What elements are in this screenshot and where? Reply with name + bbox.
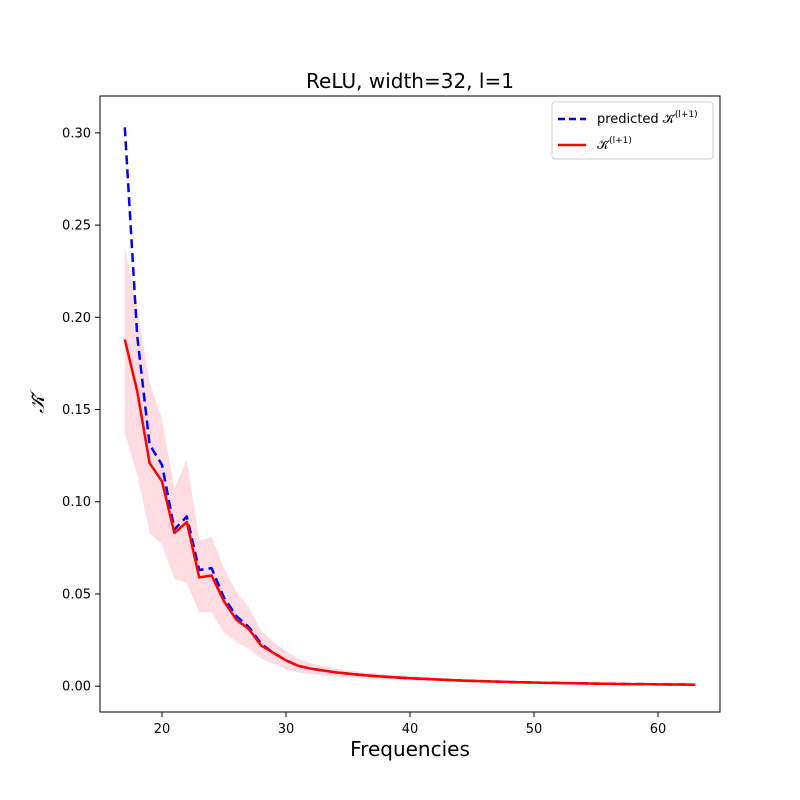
x-tick-label: 50 [526,722,543,737]
y-tick-label: 0.10 [62,495,91,510]
y-tick-label: 0.20 [62,311,91,326]
x-tick-label: 20 [154,722,171,737]
y-tick-label: 0.25 [62,219,91,234]
legend-box [551,101,714,160]
x-tick-label: 40 [402,722,419,737]
y-tick-label: 0.00 [62,680,91,695]
legend-sup-predicted: (l+1) [675,110,698,120]
std-band [124,247,696,686]
y-axis: 0.00 0.05 0.10 0.15 0.20 0.25 0.30 [62,126,100,695]
x-axis-label: Frequencies [350,737,470,761]
legend: predicted 𝒦̃(l+1) 𝒦̃(l+1) [551,101,714,160]
legend-label-actual: 𝒦̃(l+1) [597,136,632,153]
x-tick-label: 60 [650,722,667,737]
plot-area [99,95,721,713]
x-axis: 20 30 40 50 60 [154,712,667,737]
chart-title: ReLU, width=32, l=1 [306,69,514,93]
legend-label-predicted: predicted 𝒦̃(l+1) [597,110,698,127]
legend-name-predicted: predicted 𝒦̃ [597,112,677,127]
y-axis-label: 𝒦̃ [25,388,49,413]
y-tick-label: 0.15 [62,403,91,418]
plot-frame [99,95,721,713]
legend-name-actual: 𝒦̃ [597,138,611,153]
y-tick-label: 0.05 [62,587,91,602]
legend-sup-actual: (l+1) [609,136,632,146]
y-tick-label: 0.30 [62,126,91,141]
x-tick-label: 30 [278,722,295,737]
series-actual-line [123,339,696,686]
